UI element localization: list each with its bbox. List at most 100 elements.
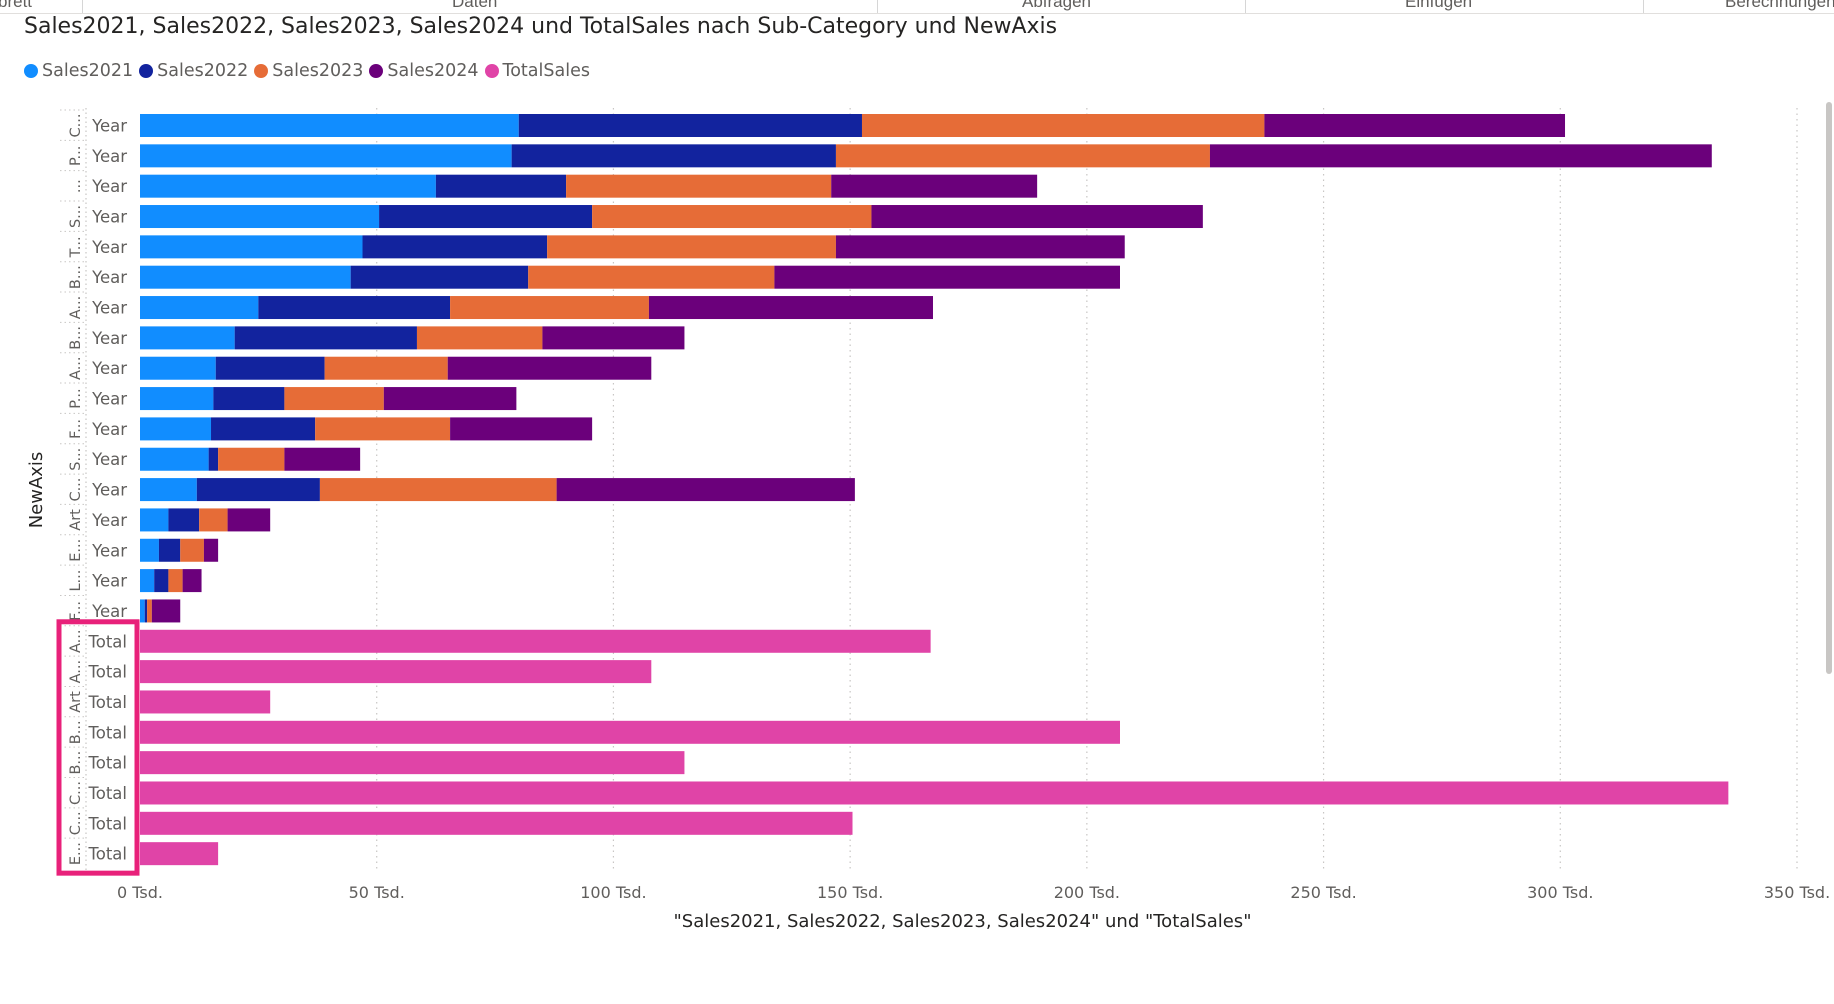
bar-segment-sales2023 (592, 205, 872, 229)
category-label: A... (68, 296, 84, 320)
axis-label: Total (87, 632, 127, 651)
axis-label: Total (87, 814, 127, 833)
ribbon-tab-einfügen[interactable]: Einfügen (1405, 0, 1473, 11)
bar-segment-sales2021 (140, 538, 159, 562)
category-label: T... (68, 236, 84, 258)
bar-segment-totalsales (140, 781, 1729, 805)
bar-segment-sales2021 (140, 205, 380, 229)
bar-segment-sales2023 (528, 265, 775, 289)
bar-segment-sales2021 (140, 296, 259, 320)
bar-segment-sales2021 (140, 144, 512, 168)
y-axis-title: NewAxis (26, 452, 47, 529)
bar-segment-sales2024 (556, 478, 855, 502)
x-tick-label: 100 Tsd. (580, 883, 646, 902)
bar-segment-sales2023 (315, 417, 451, 441)
axis-label: Year (91, 238, 127, 257)
legend-item-sales2023[interactable]: Sales2023 (254, 61, 363, 81)
category-label: S... (68, 205, 84, 228)
bar-segment-sales2024 (774, 265, 1120, 289)
bar-segment-sales2023 (218, 447, 285, 471)
ribbon-separator (1245, 0, 1246, 13)
axis-label: Total (87, 784, 127, 803)
legend-item-sales2022[interactable]: Sales2022 (139, 61, 248, 81)
bar-segment-sales2022 (168, 508, 200, 532)
legend-item-totalsales[interactable]: TotalSales (484, 61, 590, 81)
category-label: ... (68, 179, 84, 193)
axis-label: Total (87, 723, 127, 742)
bar-segment-sales2024 (227, 508, 271, 532)
x-tick-label: 300 Tsd. (1527, 883, 1593, 902)
bar-segment-sales2024 (383, 387, 517, 411)
axis-label: Year (91, 268, 127, 287)
bar-segment-sales2021 (140, 417, 212, 441)
category-label: L... (68, 570, 84, 592)
category-label: C... (68, 114, 84, 138)
bar-segment-sales2024 (447, 356, 652, 380)
legend-label: Sales2022 (157, 61, 249, 81)
bar-segment-sales2022 (144, 599, 148, 623)
bar-segment-sales2022 (208, 447, 219, 471)
bar-segment-sales2022 (379, 205, 593, 229)
bar-segment-sales2021 (140, 599, 145, 623)
legend-marker (484, 64, 499, 78)
axis-label: Year (91, 390, 127, 409)
category-label: Art (68, 509, 84, 531)
axis-label: Year (91, 572, 127, 591)
axis-label: Year (91, 299, 127, 318)
bar-segment-sales2024 (1264, 114, 1566, 137)
legend-label: TotalSales (502, 61, 590, 81)
ribbon-separator (1643, 0, 1644, 13)
bar-segment-sales2022 (211, 417, 316, 441)
x-axis-title: "Sales2021, Sales2022, Sales2023, Sales2… (674, 911, 1252, 932)
bar-segment-sales2024 (542, 326, 685, 350)
bar-segment-sales2023 (547, 235, 836, 259)
ribbon-separator (82, 0, 83, 13)
ribbon-tab-berechnungen[interactable]: Berechnungen (1725, 0, 1834, 11)
legend-item-sales2024[interactable]: Sales2024 (369, 61, 479, 81)
bar-segment-sales2021 (140, 114, 519, 137)
bar-segment-sales2023 (319, 478, 557, 502)
bar-segment-sales2023 (566, 174, 832, 198)
bar-segment-sales2024 (151, 599, 181, 623)
bar-segment-sales2024 (648, 296, 933, 320)
bar-segment-sales2021 (140, 326, 235, 350)
bar-segment-sales2022 (154, 569, 169, 593)
bar-segment-sales2021 (140, 569, 155, 593)
bar-segment-sales2023 (835, 144, 1210, 168)
bar-segment-sales2023 (147, 599, 152, 623)
category-label: C... (68, 781, 84, 805)
ribbon-tab-brett[interactable]: brett (0, 0, 33, 11)
bar-segment-sales2022 (435, 174, 567, 198)
category-label: A... (68, 660, 84, 684)
bar-segment-sales2021 (140, 387, 214, 411)
x-tick-label: 350 Tsd. (1764, 883, 1830, 902)
bar-segment-sales2024 (835, 235, 1125, 259)
bar-segment-sales2022 (350, 265, 529, 289)
bar-segment-sales2024 (284, 447, 361, 471)
bar-segment-sales2022 (215, 356, 325, 380)
bar-segment-sales2024 (831, 174, 1038, 198)
legend-item-sales2021[interactable]: Sales2021 (24, 61, 133, 81)
ribbon-tab-abfragen[interactable]: Abfragen (1022, 0, 1091, 11)
total-highlight-box (56, 619, 140, 876)
bar-segment-totalsales (140, 811, 853, 835)
bar-segment-sales2024 (1209, 144, 1712, 168)
bar-segment-totalsales (140, 660, 652, 684)
legend-marker (254, 64, 269, 78)
chart-title: Sales2021, Sales2022, Sales2023, Sales20… (24, 14, 1058, 39)
bar-segment-sales2024 (203, 538, 219, 562)
ribbon-tab-daten[interactable]: Daten (452, 0, 498, 11)
axis-label: Year (91, 329, 127, 348)
category-label: Art (68, 691, 84, 713)
axis-label: Total (87, 693, 127, 712)
bar-segment-sales2022 (511, 144, 836, 168)
category-label: A... (68, 630, 84, 654)
bar-segment-sales2023 (284, 387, 384, 411)
axis-label: Year (91, 208, 127, 227)
scrollbar-thumb[interactable] (1826, 102, 1832, 674)
bar-segment-sales2022 (213, 387, 285, 411)
axis-label: Year (91, 117, 127, 136)
axis-label: Total (87, 754, 127, 773)
vertical-scrollbar[interactable] (1826, 102, 1832, 878)
